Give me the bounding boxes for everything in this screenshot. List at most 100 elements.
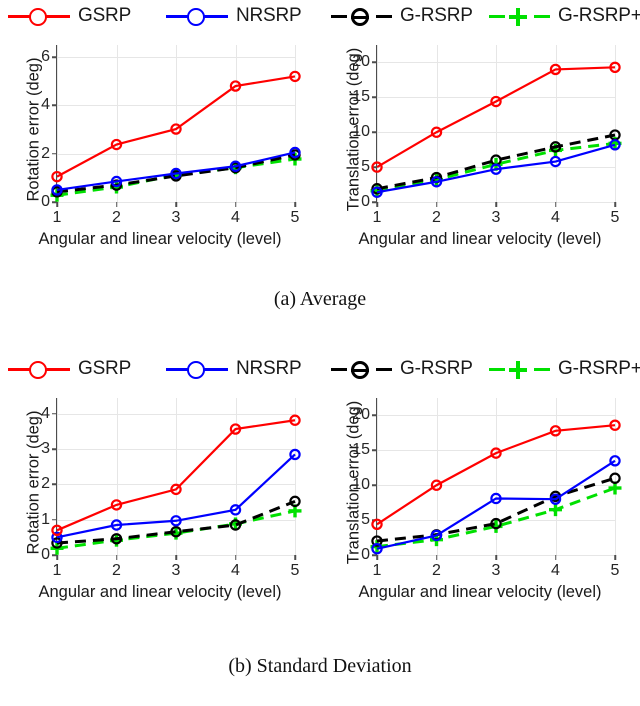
y-tick-mark [52, 201, 57, 203]
series-nrsrp [51, 146, 301, 196]
gridline-vertical [57, 398, 58, 555]
legend-line-sample [330, 357, 394, 381]
x-tick-mark [554, 202, 557, 207]
series-gsrp [51, 70, 301, 183]
y-tick-label: 15 [352, 441, 370, 459]
gridline-vertical [615, 398, 616, 555]
legend-label: G-RSRP+ [558, 5, 640, 26]
x-tick-label: 4 [551, 209, 560, 226]
legend-entry-g-rsrp[interactable]: G-RSRP [330, 0, 473, 32]
x-tick-mark [614, 202, 616, 207]
figure-panel-average: GSRP NRSRP G-RSRP G-RSRP+ Rotation error (d… [0, 0, 640, 262]
charts-row-b: Rotation error (deg) Angular and linear v… [0, 385, 640, 615]
x-tick-mark [175, 555, 177, 560]
y-tick-label: 5 [361, 511, 370, 529]
y-tick-mark [372, 484, 377, 486]
legend-line-sample [8, 4, 72, 28]
legend-line-sample [488, 357, 552, 381]
x-tick-label: 2 [112, 209, 121, 226]
y-tick-label: 10 [352, 476, 370, 494]
series-gsrp [51, 414, 301, 537]
series-canvas [50, 70, 302, 202]
legend-label: G-RSRP+ [558, 358, 640, 379]
x-tick-mark [376, 555, 378, 560]
legend-row-a: GSRP NRSRP G-RSRP G-RSRP+ [0, 0, 640, 32]
x-axis-label: Angular and linear velocity (level) [38, 583, 282, 601]
gridline-vertical [436, 45, 438, 202]
legend-label: NRSRP [236, 358, 302, 379]
gridline-vertical [615, 45, 616, 202]
y-tick-label: 20 [352, 53, 370, 71]
x-axis-label: Angular and linear velocity (level) [38, 230, 282, 248]
y-tick-label: 4 [41, 404, 50, 422]
chart-stddev-translation: Translation error (deg) Angular and linea… [320, 385, 640, 615]
series-gsrp [371, 419, 621, 530]
plot-area: 0 5 10 15 20 1 2 3 4 5 [352, 45, 622, 226]
y-tick-label: 0 [41, 546, 50, 563]
legend-line-sample [488, 4, 552, 28]
legend-entry-nrsrp[interactable]: NRSRP [166, 0, 302, 32]
y-tick-mark [372, 414, 377, 417]
gridline-vertical [235, 45, 237, 202]
series-g-rsrp-plus [50, 504, 302, 555]
x-tick-mark [56, 202, 58, 207]
chart-stddev-rotation: Rotation error (deg) Angular and linear v… [0, 385, 320, 615]
gridline-vertical [555, 45, 557, 202]
series-g-rsrp [51, 495, 301, 549]
x-tick-mark [234, 555, 237, 560]
y-tick-label: 5 [361, 158, 370, 176]
series-nrsrp [371, 455, 621, 555]
plus-marker-icon [509, 8, 527, 26]
x-tick-mark [495, 555, 497, 560]
x-tick-label: 3 [171, 562, 181, 579]
y-tick-label: 1 [41, 510, 50, 528]
legend-line-sample [166, 4, 230, 28]
series-g-rsrp [371, 472, 621, 547]
gridline-vertical [235, 398, 237, 555]
circle-marker-icon [187, 361, 205, 379]
legend-entry-nrsrp[interactable]: NRSRP [166, 353, 302, 385]
legend-entry-g-rsrp-plus[interactable]: G-RSRP+ [488, 0, 640, 32]
y-tick-mark [52, 413, 57, 415]
legend-line-sample [330, 4, 394, 28]
y-tick-label: 2 [41, 144, 50, 162]
y-tick-label: 0 [41, 193, 50, 210]
y-tick-mark [52, 554, 57, 556]
y-tick-label: 3 [41, 440, 50, 458]
gridline-vertical [176, 398, 177, 555]
y-tick-mark [52, 448, 57, 450]
legend-entry-gsrp[interactable]: GSRP [8, 353, 131, 385]
x-tick-mark [175, 202, 177, 207]
legend-entry-gsrp[interactable]: GSRP [8, 0, 131, 32]
circle-marker-icon [187, 8, 205, 26]
y-tick-mark [372, 166, 377, 168]
legend-label: GSRP [78, 5, 132, 26]
x-tick-label: 3 [171, 209, 181, 226]
x-tick-mark [115, 202, 118, 207]
x-tick-label: 5 [290, 562, 300, 579]
legend-entry-g-rsrp-plus[interactable]: G-RSRP+ [488, 353, 640, 385]
x-tick-mark [614, 555, 616, 560]
legend-line-sample [8, 357, 72, 381]
x-tick-label: 1 [372, 209, 382, 226]
x-tick-mark [435, 555, 438, 560]
legend-entry-g-rsrp[interactable]: G-RSRP [330, 353, 473, 385]
x-tick-label: 3 [491, 209, 501, 226]
caption-stddev: (b) Standard Deviation [228, 655, 412, 677]
circle-bar-marker-icon [351, 8, 369, 26]
gridline-vertical [377, 398, 378, 555]
x-tick-label: 1 [52, 562, 62, 579]
gridline-vertical [496, 45, 497, 202]
series-canvas [50, 414, 302, 555]
x-tick-mark [495, 202, 497, 207]
y-tick-mark [372, 96, 377, 99]
y-tick-label: 4 [41, 96, 50, 114]
plot-area: 0 2 4 6 1 2 3 4 5 [41, 45, 302, 226]
chart-average-translation: Translation error (deg) Angular and linea… [320, 32, 640, 262]
y-tick-mark [372, 554, 377, 556]
series-canvas [370, 61, 622, 198]
y-tick-mark [372, 201, 377, 203]
x-tick-label: 3 [491, 562, 501, 579]
y-tick-mark [372, 61, 377, 64]
